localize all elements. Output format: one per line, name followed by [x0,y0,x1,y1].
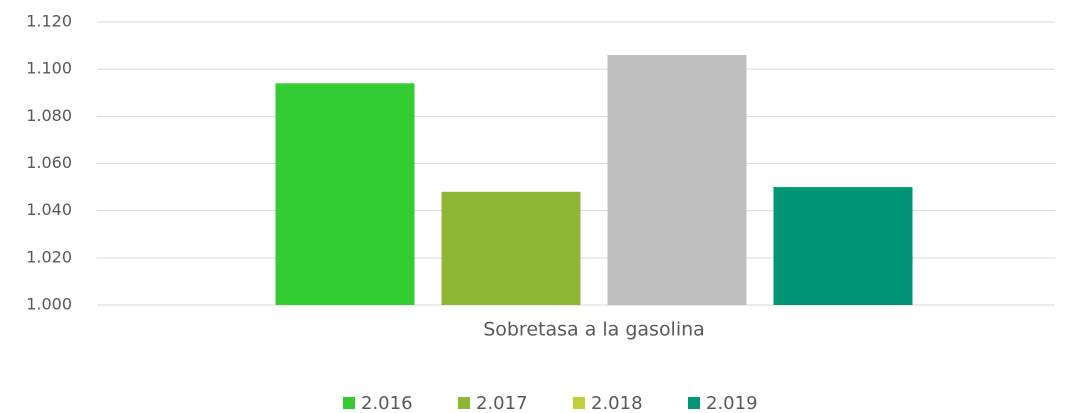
legend-label: 2.016 [361,393,413,413]
x-tick-label: Sobretasa a la gasolina [483,319,705,341]
legend-label: 2.017 [476,393,528,413]
y-tick-label: 1.060 [26,153,72,172]
legend-swatch [343,397,355,409]
y-tick-label: 1.020 [26,247,72,266]
y-tick-label: 1.040 [26,200,72,219]
y-tick-label: 1.100 [26,59,72,78]
y-tick-label: 1.120 [26,12,72,31]
y-tick-label: 1.080 [26,106,72,125]
legend-label: 2.019 [706,393,758,413]
legend-swatch [688,397,700,409]
legend-swatch [573,397,585,409]
y-tick-label: 1.000 [26,295,72,314]
bar [275,83,415,305]
bar [441,191,581,305]
legend-swatch [458,397,470,409]
bar [773,187,913,305]
bar [607,55,747,306]
legend-label: 2.018 [591,393,643,413]
